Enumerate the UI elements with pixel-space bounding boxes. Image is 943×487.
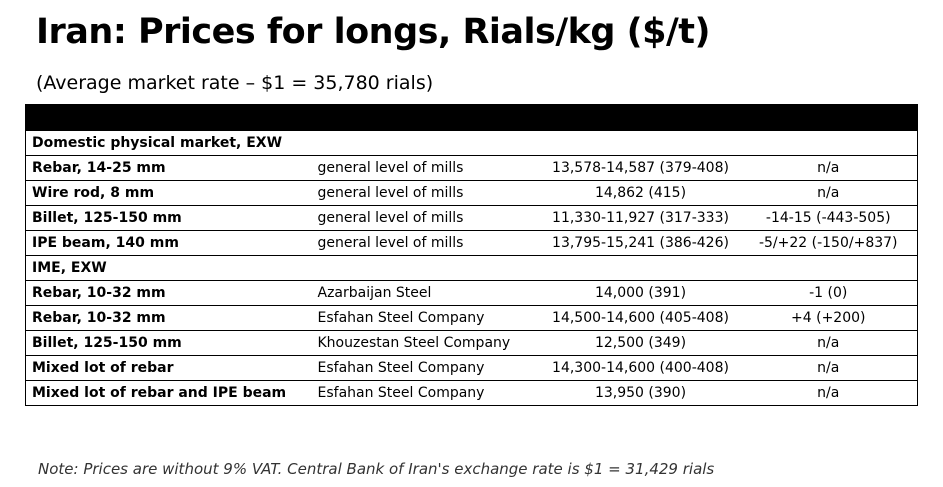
product-cell: Mixed lot of rebar (25, 355, 316, 381)
source-cell: general level of mills (315, 180, 542, 206)
product-cell: Rebar, 10-32 mm (25, 280, 316, 306)
footnote: Note: Prices are without 9% VAT. Central… (38, 460, 715, 478)
table-header-bar (25, 104, 918, 131)
product-cell: IPE beam, 140 mm (25, 230, 316, 256)
price-cell: 12,500 (349) (541, 330, 740, 356)
price-cell: 13,795-15,241 (386-426) (541, 230, 740, 256)
table-row: Rebar, 10-32 mm Azarbaijan Steel 14,000 … (25, 280, 918, 306)
table-row: Billet, 125-150 mm general level of mill… (25, 205, 918, 231)
price-cell: 14,500-14,600 (405-408) (541, 305, 740, 331)
change-cell: n/a (739, 380, 918, 406)
product-cell: Billet, 125-150 mm (25, 205, 316, 231)
section-label: IME, EXW (25, 255, 918, 281)
page-subtitle: (Average market rate – $1 = 35,780 rials… (36, 72, 434, 94)
table-row: Rebar, 14-25 mm general level of mills 1… (25, 155, 918, 181)
header-bar-cell (25, 104, 918, 131)
table-row: IPE beam, 140 mm general level of mills … (25, 230, 918, 256)
table-row: Mixed lot of rebar and IPE beam Esfahan … (25, 380, 918, 406)
source-cell: Esfahan Steel Company (315, 355, 542, 381)
change-cell: -1 (0) (739, 280, 918, 306)
change-cell: -14-15 (-443-505) (739, 205, 918, 231)
change-cell: n/a (739, 155, 918, 181)
change-cell: +4 (+200) (739, 305, 918, 331)
source-cell: general level of mills (315, 155, 542, 181)
page-title: Iran: Prices for longs, Rials/kg ($/t) (36, 12, 711, 52)
product-cell: Wire rod, 8 mm (25, 180, 316, 206)
change-cell: -5/+22 (-150/+837) (739, 230, 918, 256)
change-cell: n/a (739, 330, 918, 356)
product-cell: Billet, 125-150 mm (25, 330, 316, 356)
product-cell: Mixed lot of rebar and IPE beam (25, 380, 316, 406)
source-cell: general level of mills (315, 205, 542, 231)
product-cell: Rebar, 14-25 mm (25, 155, 316, 181)
source-cell: general level of mills (315, 230, 542, 256)
change-cell: n/a (739, 180, 918, 206)
prices-table: Domestic physical market, EXW Rebar, 14-… (25, 104, 918, 406)
section-row: Domestic physical market, EXW (25, 130, 918, 156)
source-cell: Khouzestan Steel Company (315, 330, 542, 356)
product-cell: Rebar, 10-32 mm (25, 305, 316, 331)
table-row: Mixed lot of rebar Esfahan Steel Company… (25, 355, 918, 381)
price-cell: 13,578-14,587 (379-408) (541, 155, 740, 181)
table-row: Wire rod, 8 mm general level of mills 14… (25, 180, 918, 206)
table-row: Rebar, 10-32 mm Esfahan Steel Company 14… (25, 305, 918, 331)
table-row: Billet, 125-150 mm Khouzestan Steel Comp… (25, 330, 918, 356)
source-cell: Esfahan Steel Company (315, 305, 542, 331)
price-cell: 14,300-14,600 (400-408) (541, 355, 740, 381)
change-cell: n/a (739, 355, 918, 381)
price-cell: 14,862 (415) (541, 180, 740, 206)
source-cell: Azarbaijan Steel (315, 280, 542, 306)
source-cell: Esfahan Steel Company (315, 380, 542, 406)
price-cell: 13,950 (390) (541, 380, 740, 406)
section-row: IME, EXW (25, 255, 918, 281)
price-cell: 11,330-11,927 (317-333) (541, 205, 740, 231)
price-cell: 14,000 (391) (541, 280, 740, 306)
section-label: Domestic physical market, EXW (25, 130, 918, 156)
